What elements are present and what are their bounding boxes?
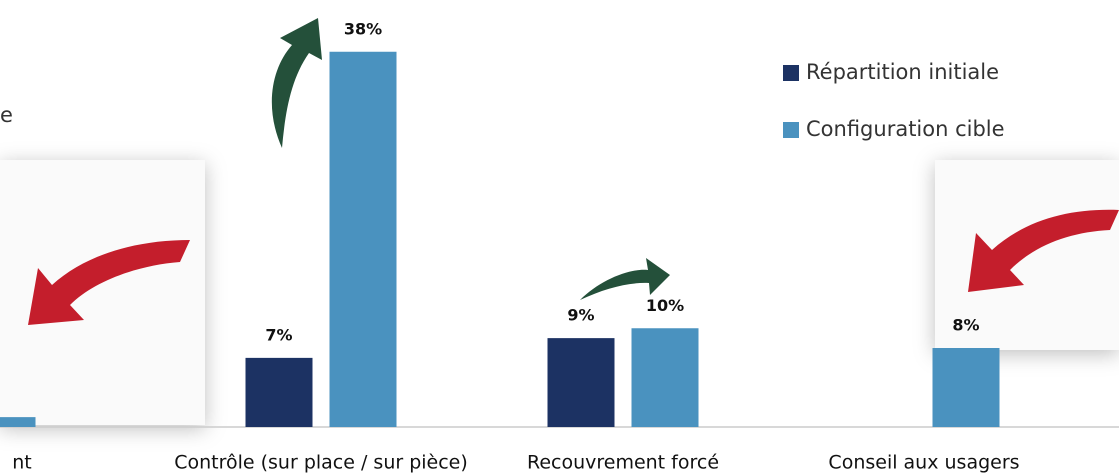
value-label: 10%: [646, 296, 684, 315]
x-tick-label: Contrôle (sur place / sur pièce): [174, 452, 468, 474]
legend-label: Répartition initiale: [806, 60, 999, 84]
bar: [631, 328, 699, 427]
green-arrow: [580, 258, 670, 300]
annotation: e: [0, 103, 13, 127]
bar: [245, 357, 313, 427]
value-label: 9%: [567, 306, 594, 325]
legend-label: Configuration cible: [806, 117, 1005, 141]
value-label: 7%: [265, 325, 292, 344]
x-tick-label: Recouvrement forcé: [527, 452, 719, 474]
bar: [932, 348, 1000, 427]
red-arrow: [968, 209, 1119, 292]
green-arrow: [271, 18, 322, 148]
x-tick-label: Conseil aux usagers: [828, 452, 1019, 474]
bar: [0, 417, 36, 427]
bar: [329, 51, 397, 427]
value-label: 38%: [344, 19, 382, 38]
value-label: 8%: [952, 316, 979, 335]
bar: [547, 338, 615, 427]
legend-swatch: [783, 65, 799, 81]
red-arrow: [28, 240, 190, 325]
arrow-panel: [0, 160, 205, 425]
x-tick-label: nt: [12, 452, 32, 474]
legend-swatch: [783, 122, 799, 138]
